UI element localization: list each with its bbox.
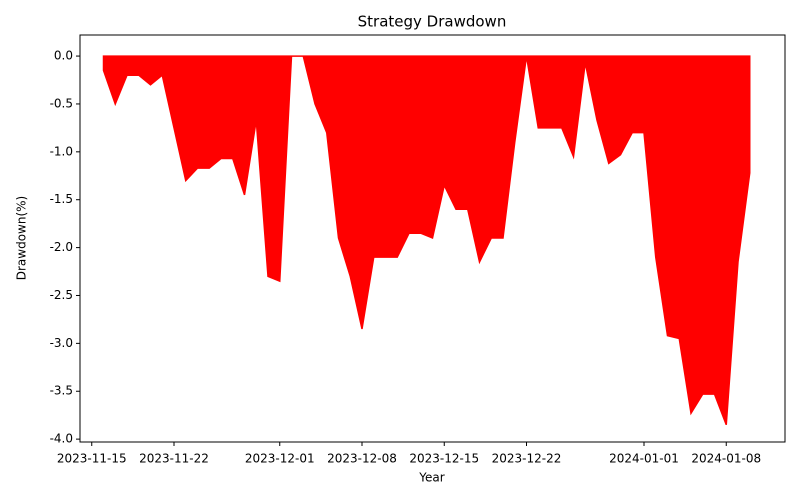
x-axis-label: Year bbox=[418, 471, 444, 485]
y-axis-label: Drawdown(%) bbox=[15, 196, 29, 281]
x-tick-label: 2023-12-01 bbox=[245, 452, 315, 466]
x-tick-label: 2023-12-22 bbox=[492, 452, 562, 466]
y-tick-label: -4.0 bbox=[50, 432, 73, 446]
y-tick-label: -3.0 bbox=[50, 336, 73, 350]
x-tick-label: 2024-01-08 bbox=[691, 452, 761, 466]
plot-frame bbox=[79, 34, 786, 443]
chart-title: Strategy Drawdown bbox=[358, 13, 507, 31]
y-tick-label: -2.5 bbox=[50, 288, 73, 302]
y-tick-label: -1.0 bbox=[50, 144, 73, 158]
x-tick-label: 2023-12-15 bbox=[409, 452, 479, 466]
x-tick-label: 2023-12-08 bbox=[327, 452, 397, 466]
y-tick-label: 0.0 bbox=[54, 49, 73, 63]
drawdown-area bbox=[102, 55, 751, 426]
y-tick-label: -3.5 bbox=[50, 384, 73, 398]
x-tick-label: 2023-11-15 bbox=[57, 452, 127, 466]
y-tick-label: -1.5 bbox=[50, 192, 73, 206]
y-tick-label: -0.5 bbox=[50, 96, 73, 110]
x-tick-label: 2024-01-01 bbox=[609, 452, 679, 466]
y-tick-label: -2.0 bbox=[50, 240, 73, 254]
x-tick-label: 2023-11-22 bbox=[139, 452, 209, 466]
